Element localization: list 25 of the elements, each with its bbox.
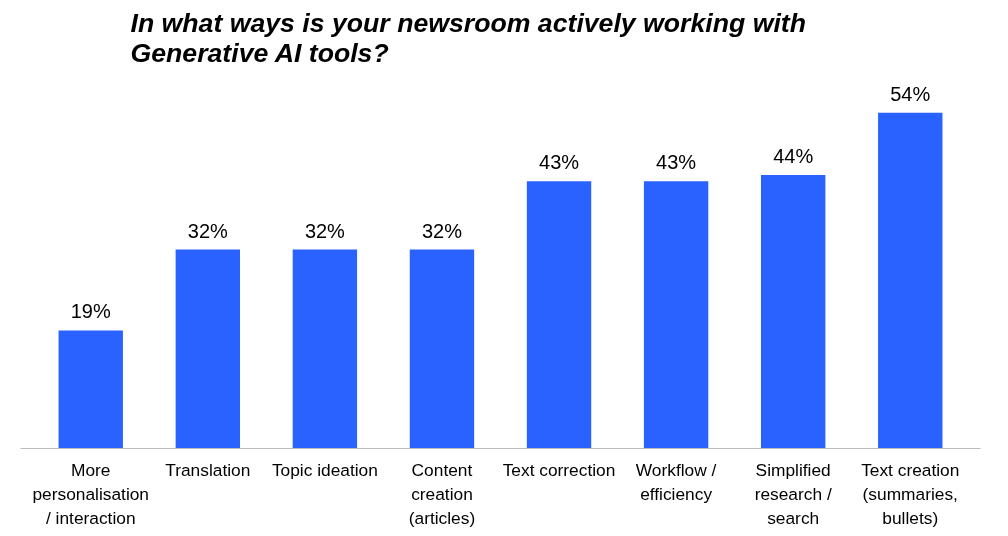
bar bbox=[409, 249, 475, 449]
x-tick-label: Content creation (articles) bbox=[408, 459, 476, 528]
data-label: 54% bbox=[890, 82, 931, 105]
chart-title: In what ways is your newsroom actively working with Generative AI tools? bbox=[130, 7, 806, 68]
data-label: 43% bbox=[656, 151, 697, 174]
x-tick-label: Text creation (summaries, bullets) bbox=[861, 459, 960, 528]
x-tick-label: More personalisation / interaction bbox=[32, 459, 150, 528]
bar bbox=[175, 249, 241, 449]
data-label: 32% bbox=[421, 219, 463, 242]
x-tick-label: Workflow / efficiency bbox=[635, 459, 717, 504]
data-label: 44% bbox=[773, 144, 814, 167]
x-tick-label: Topic ideation bbox=[271, 459, 378, 480]
bar bbox=[526, 181, 592, 449]
data-label: 43% bbox=[539, 151, 580, 174]
x-tick-label: Translation bbox=[165, 459, 251, 480]
bar bbox=[58, 330, 123, 449]
bar bbox=[643, 181, 709, 449]
x-tick-label: Text correction bbox=[502, 459, 616, 480]
x-tick-label: Simplified research / search bbox=[754, 459, 832, 528]
data-label: 19% bbox=[70, 300, 111, 323]
data-label: 32% bbox=[187, 219, 229, 242]
data-label: 32% bbox=[304, 219, 346, 242]
bar bbox=[760, 174, 826, 449]
bar bbox=[878, 112, 943, 449]
bar bbox=[292, 249, 358, 449]
